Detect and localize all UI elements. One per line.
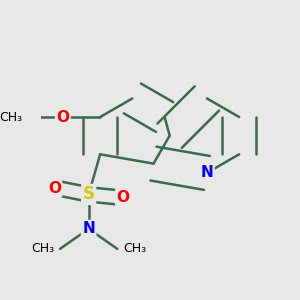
Text: CH₃: CH₃: [123, 242, 146, 255]
Text: CH₃: CH₃: [31, 242, 54, 255]
Text: O: O: [117, 190, 130, 205]
Text: O: O: [56, 110, 69, 124]
Text: CH₃: CH₃: [0, 110, 23, 124]
Text: N: N: [82, 221, 95, 236]
Text: N: N: [200, 165, 213, 180]
Text: O: O: [48, 181, 61, 196]
Text: S: S: [83, 185, 95, 203]
